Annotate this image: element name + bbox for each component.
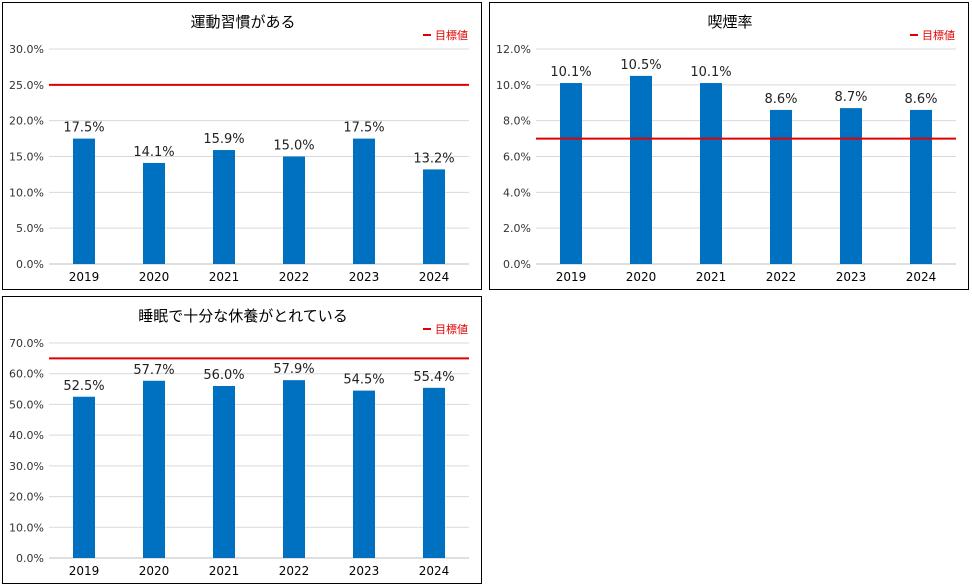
x-tick-label: 2023 <box>836 270 867 284</box>
chart-exercise-habit: 運動習慣がある 0.0% 5.0% 10.0% 15.0% 20.0% 25.0% 30.0%… <box>2 2 482 290</box>
y-tick-label: 5.0% <box>16 222 44 235</box>
x-tick-label: 2020 <box>139 564 170 578</box>
data-label: 54.5% <box>343 373 384 388</box>
x-tick-label: 2022 <box>279 564 310 578</box>
bar <box>73 138 95 264</box>
y-tick-label: 0.0% <box>16 552 44 565</box>
bar <box>283 380 305 558</box>
bar <box>423 169 445 264</box>
x-tick-label: 2019 <box>69 270 100 284</box>
x-tick-label: 2020 <box>139 270 170 284</box>
y-tick-label: 60.0% <box>9 368 44 381</box>
y-tick-label: 8.0% <box>503 115 531 128</box>
data-label: 17.5% <box>63 121 104 136</box>
bar <box>283 156 305 264</box>
chart-svg: 運動習慣がある 0.0% 5.0% 10.0% 15.0% 20.0% 25.0% 30.0%… <box>9 13 469 284</box>
x-tick-label: 2019 <box>69 564 100 578</box>
x-tick-label: 2021 <box>209 270 240 284</box>
bar <box>73 396 95 558</box>
x-tick-label: 2024 <box>419 270 450 284</box>
data-label: 14.1% <box>133 145 174 160</box>
bar <box>143 162 165 264</box>
bar <box>700 83 722 265</box>
y-tick-label: 2.0% <box>503 222 531 235</box>
y-tick-label: 12.0% <box>496 43 531 56</box>
data-label: 57.7% <box>133 363 174 378</box>
bar <box>143 380 165 558</box>
y-tick-label: 30.0% <box>9 43 44 56</box>
bar <box>423 387 445 558</box>
legend-label: 目標値 <box>435 28 468 42</box>
x-tick-label: 2019 <box>556 270 587 284</box>
x-tick-label: 2024 <box>419 564 450 578</box>
bar <box>353 138 375 264</box>
chart-svg: 喫煙率 0.0% 2.0% 4.0% 6.0% 8.0% 10.0% 12.0% 10.1% 20… <box>496 13 956 284</box>
data-label: 8.6% <box>904 92 937 107</box>
legend-label: 目標値 <box>435 322 468 336</box>
chart-sleep-rest: 睡眠で十分な休養がとれている 0.0% 10.0% 20.0% 30.0% 40.0% 50… <box>2 296 482 584</box>
y-tick-label: 6.0% <box>503 151 531 164</box>
x-tick-label: 2023 <box>349 564 380 578</box>
y-tick-label: 15.0% <box>9 151 44 164</box>
bar <box>213 386 235 558</box>
y-tick-label: 0.0% <box>503 258 531 271</box>
data-label: 17.5% <box>343 121 384 136</box>
y-tick-label: 50.0% <box>9 398 44 411</box>
x-tick-label: 2023 <box>349 270 380 284</box>
x-tick-label: 2022 <box>766 270 797 284</box>
bar <box>770 109 792 265</box>
y-tick-label: 40.0% <box>9 429 44 442</box>
x-tick-label: 2020 <box>626 270 657 284</box>
bar <box>840 108 862 264</box>
legend-label: 目標値 <box>922 28 955 42</box>
data-label: 52.5% <box>63 379 104 394</box>
data-label: 10.1% <box>690 65 731 80</box>
y-tick-label: 10.0% <box>9 521 44 534</box>
y-tick-label: 4.0% <box>503 186 531 199</box>
data-label: 8.6% <box>764 92 797 107</box>
x-tick-label: 2021 <box>209 564 240 578</box>
y-tick-label: 70.0% <box>9 337 44 350</box>
x-tick-label: 2024 <box>906 270 937 284</box>
data-label: 15.0% <box>273 139 314 154</box>
data-label: 10.1% <box>550 65 591 80</box>
x-tick-label: 2021 <box>696 270 727 284</box>
y-tick-label: 20.0% <box>9 115 44 128</box>
y-tick-label: 0.0% <box>16 258 44 271</box>
bar <box>213 150 235 264</box>
y-tick-label: 20.0% <box>9 491 44 504</box>
y-tick-label: 10.0% <box>9 186 44 199</box>
y-tick-label: 25.0% <box>9 79 44 92</box>
bar <box>560 83 582 265</box>
chart-svg: 睡眠で十分な休養がとれている 0.0% 10.0% 20.0% 30.0% 40.0% 50… <box>9 307 469 578</box>
y-tick-label: 10.0% <box>496 79 531 92</box>
x-tick-label: 2022 <box>279 270 310 284</box>
bar <box>910 109 932 265</box>
data-label: 15.9% <box>203 132 244 147</box>
bar <box>630 75 652 264</box>
chart-title: 睡眠で十分な休養がとれている <box>138 307 348 325</box>
chart-smoking-rate: 喫煙率 0.0% 2.0% 4.0% 6.0% 8.0% 10.0% 12.0% 10.1% 20… <box>489 2 969 290</box>
data-label: 13.2% <box>413 151 454 166</box>
data-label: 55.4% <box>413 370 454 385</box>
y-tick-label: 30.0% <box>9 460 44 473</box>
data-label: 8.7% <box>834 90 867 105</box>
data-label: 10.5% <box>620 58 661 73</box>
chart-title: 運動習慣がある <box>190 13 295 31</box>
chart-title: 喫煙率 <box>707 13 752 31</box>
data-label: 57.9% <box>273 362 314 377</box>
bar <box>353 390 375 558</box>
data-label: 56.0% <box>203 368 244 383</box>
